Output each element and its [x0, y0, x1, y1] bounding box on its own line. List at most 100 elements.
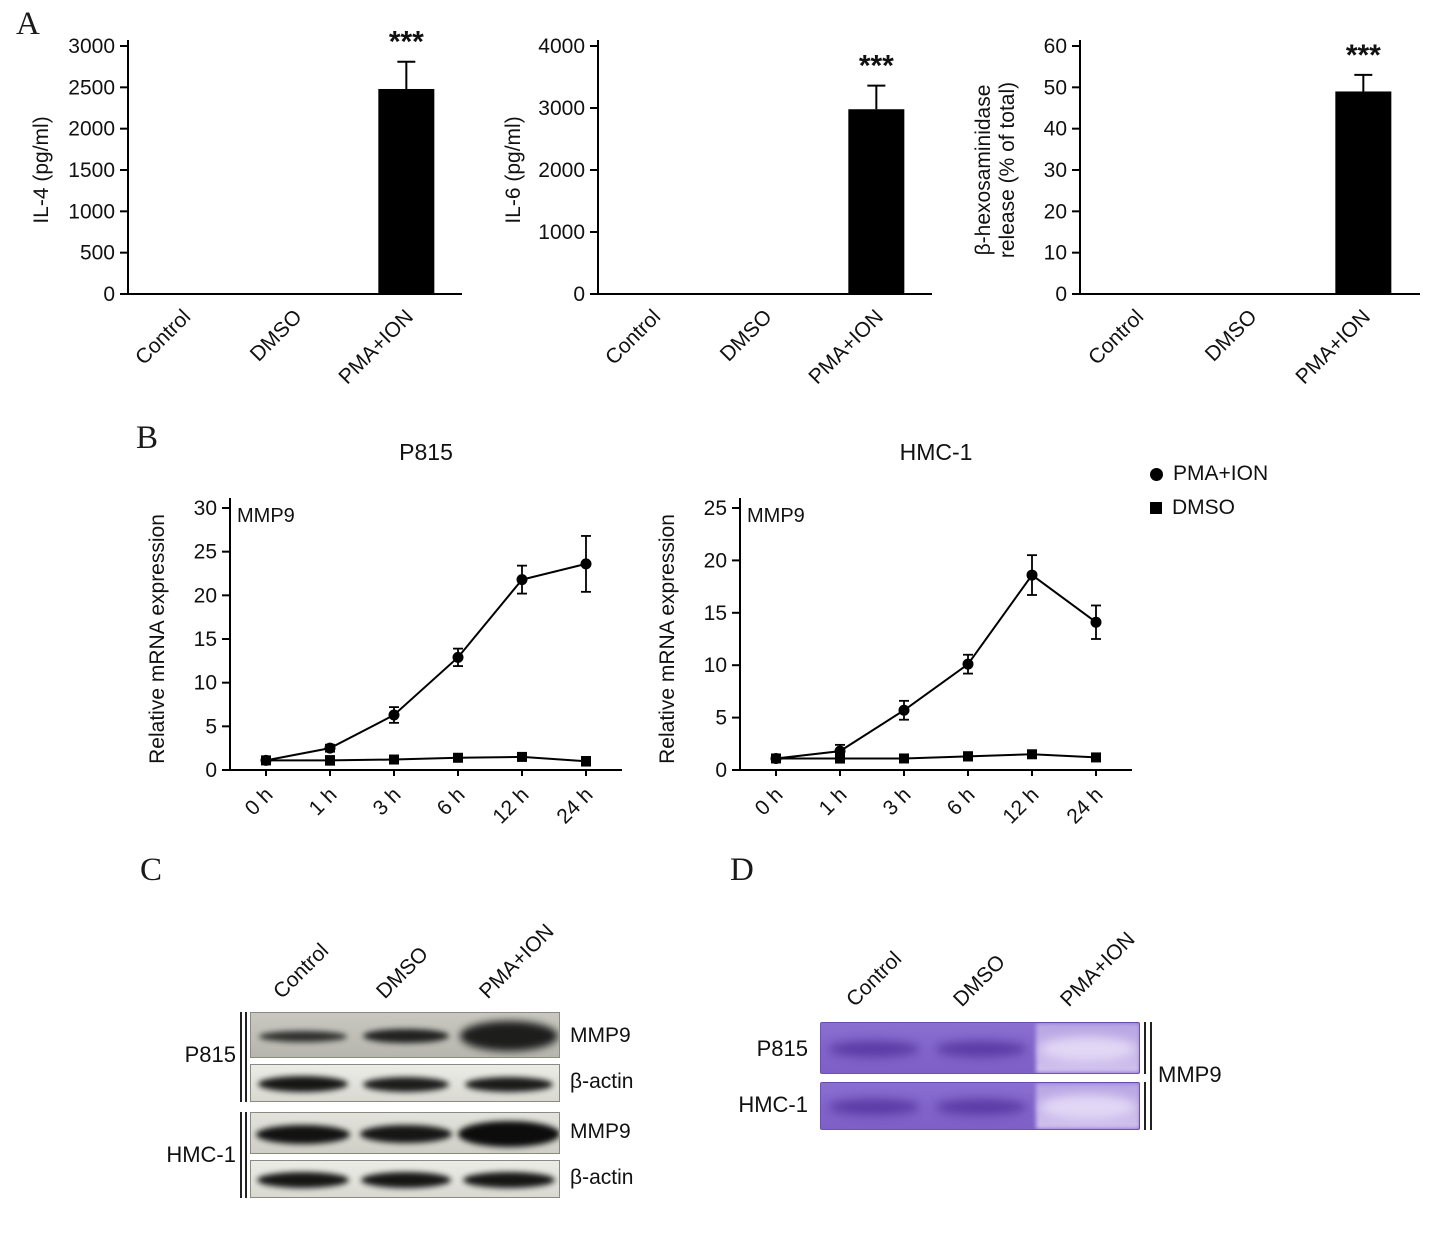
- y-axis-title: IL-4 (pg/ml): [30, 116, 53, 223]
- x-category-label: 1 h: [305, 783, 342, 820]
- marker-square: [261, 755, 271, 766]
- series-line-PMA+ION: [265, 562, 587, 762]
- d-row-label-p815: P815: [756, 1036, 808, 1061]
- panel-a-label: A: [16, 6, 40, 42]
- y-tick-label: 2000: [68, 118, 115, 141]
- marker-square: [835, 753, 845, 764]
- gel-lane-band: [828, 1099, 920, 1115]
- x-category-label: 1 h: [815, 783, 852, 820]
- c-group-label-hmc1: HMC-1: [166, 1142, 236, 1167]
- y-tick-label: 3000: [68, 35, 115, 58]
- x-category-label: DMSO: [716, 305, 777, 366]
- marker-square: [389, 754, 399, 765]
- protein-band: [361, 1172, 451, 1188]
- blot-strip-P815-β-actin: [250, 1064, 560, 1102]
- x-category-label: DMSO: [246, 305, 307, 366]
- plot-annotation: MMP9: [747, 505, 805, 527]
- series-line-DMSO: [266, 755, 587, 763]
- c-group-label-p815: P815: [184, 1042, 236, 1067]
- y-axis-title: IL-6 (pg/ml): [502, 116, 525, 223]
- x-category-label: DMSO: [1201, 305, 1262, 366]
- blot-strip-HMC-1-β-actin: [250, 1160, 560, 1198]
- y-tick-label: 40: [1044, 118, 1067, 141]
- y-tick-label: 10: [704, 654, 727, 677]
- protein-band: [360, 1125, 452, 1143]
- protein-band: [256, 1124, 350, 1144]
- y-tick-label: 20: [704, 549, 727, 572]
- marker-square: [325, 755, 335, 766]
- c-bracket-line: [245, 1112, 247, 1198]
- significance-stars: ***: [859, 50, 894, 83]
- marker-circle: [898, 704, 910, 716]
- x-category-label: 3 h: [369, 783, 406, 820]
- c-lane-label: PMA+ION: [475, 919, 559, 1004]
- bar-chart-il4: 0 500 1000 1500 2000 2500 3000 IL-4 (pg/ml) Cont…: [22, 10, 482, 410]
- y-axis-title: Relative mRNA expression: [656, 514, 679, 764]
- marker-square: [771, 753, 781, 764]
- legend-item-dmso: DMSO: [1150, 496, 1268, 520]
- marker-circle: [324, 742, 336, 754]
- marker-square: [1027, 749, 1037, 760]
- c-lane-label: DMSO: [372, 942, 433, 1004]
- x-category-label: PMA+ION: [804, 305, 888, 389]
- legend-label-dmso: DMSO: [1172, 496, 1235, 519]
- protein-band: [465, 1076, 553, 1092]
- y-tick-label: 5: [205, 715, 217, 738]
- marker-square: [963, 751, 973, 762]
- plot-annotation: MMP9: [237, 505, 295, 527]
- x-category-label: Control: [1084, 305, 1148, 369]
- protein-band: [458, 1121, 559, 1147]
- p815-svg: P815 0 5 10 15 20 25 30 MMP9 Relative mRNA expres…: [146, 439, 622, 828]
- x-category-label: 6 h: [943, 783, 980, 820]
- d-bracket-line: [1144, 1082, 1146, 1130]
- y-tick-label: 25: [704, 497, 727, 520]
- bar: [848, 109, 905, 295]
- hex-svg: 0 10 20 30 40 50 60 β-hexosaminidase release (% …: [972, 35, 1420, 389]
- x-category-label: 0 h: [241, 783, 278, 820]
- protein-band: [258, 1076, 348, 1092]
- marker-square: [453, 752, 463, 763]
- bar-chart-hexosaminidase: 0 10 20 30 40 50 60 β-hexosaminidase release (% …: [958, 10, 1438, 410]
- y-tick-label: 0: [715, 759, 727, 782]
- y-tick-label: 1500: [68, 159, 115, 182]
- series-line-DMSO: [776, 753, 1097, 760]
- chart-title: HMC-1: [900, 439, 973, 465]
- y-tick-label: 0: [573, 283, 585, 306]
- marker-square: [1091, 752, 1101, 763]
- marker-circle: [388, 709, 400, 721]
- y-tick-label: 0: [205, 759, 217, 782]
- panel-d-label: D: [730, 852, 754, 888]
- c-target-label-actin-hmc1: β-actin: [570, 1166, 634, 1189]
- marker-square: [581, 756, 591, 767]
- y-tick-label: 30: [194, 497, 217, 520]
- gelatinolytic-band: [1040, 1095, 1136, 1119]
- gel-row-HMC-1: [820, 1082, 1140, 1130]
- marker-circle: [1090, 616, 1102, 628]
- y-tick-label: 30: [1044, 159, 1067, 182]
- x-category-label: 12 h: [488, 783, 533, 828]
- x-category-label: 24 h: [552, 783, 597, 828]
- marker-circle: [580, 558, 592, 570]
- y-tick-label: 3000: [538, 97, 585, 120]
- x-category-label: 12 h: [998, 783, 1043, 828]
- hmc1-svg: HMC-1 0 5 10 15 20 25 MMP9 Relative mRNA express…: [656, 439, 1132, 828]
- significance-stars: ***: [389, 26, 424, 59]
- line-chart-hmc1: HMC-1 0 5 10 15 20 25 MMP9 Relative mRNA express…: [650, 438, 1150, 848]
- il6-svg: 0 1000 2000 3000 4000 IL-6 (pg/ml) Control DMSO…: [502, 35, 932, 389]
- chart-title: P815: [399, 439, 453, 465]
- c-target-label-mmp9-hmc1: MMP9: [570, 1120, 631, 1143]
- gel-row-P815: [820, 1022, 1140, 1074]
- y-tick-label: 15: [704, 602, 727, 625]
- protein-band: [463, 1172, 555, 1188]
- line-chart-p815: P815 0 5 10 15 20 25 30 MMP9 Relative mRNA expres…: [140, 438, 640, 848]
- y-axis-title: β-hexosaminidase: [972, 85, 995, 256]
- d-row-label-hmc1: HMC-1: [738, 1092, 808, 1117]
- gelatinolytic-band: [1040, 1037, 1136, 1061]
- y-axis-title: release (% of total): [996, 82, 1019, 258]
- y-tick-label: 1000: [538, 221, 585, 244]
- protein-band: [257, 1172, 349, 1188]
- d-bracket-line: [1150, 1022, 1152, 1130]
- y-tick-label: 0: [103, 283, 115, 306]
- circle-marker-icon: [1150, 467, 1163, 481]
